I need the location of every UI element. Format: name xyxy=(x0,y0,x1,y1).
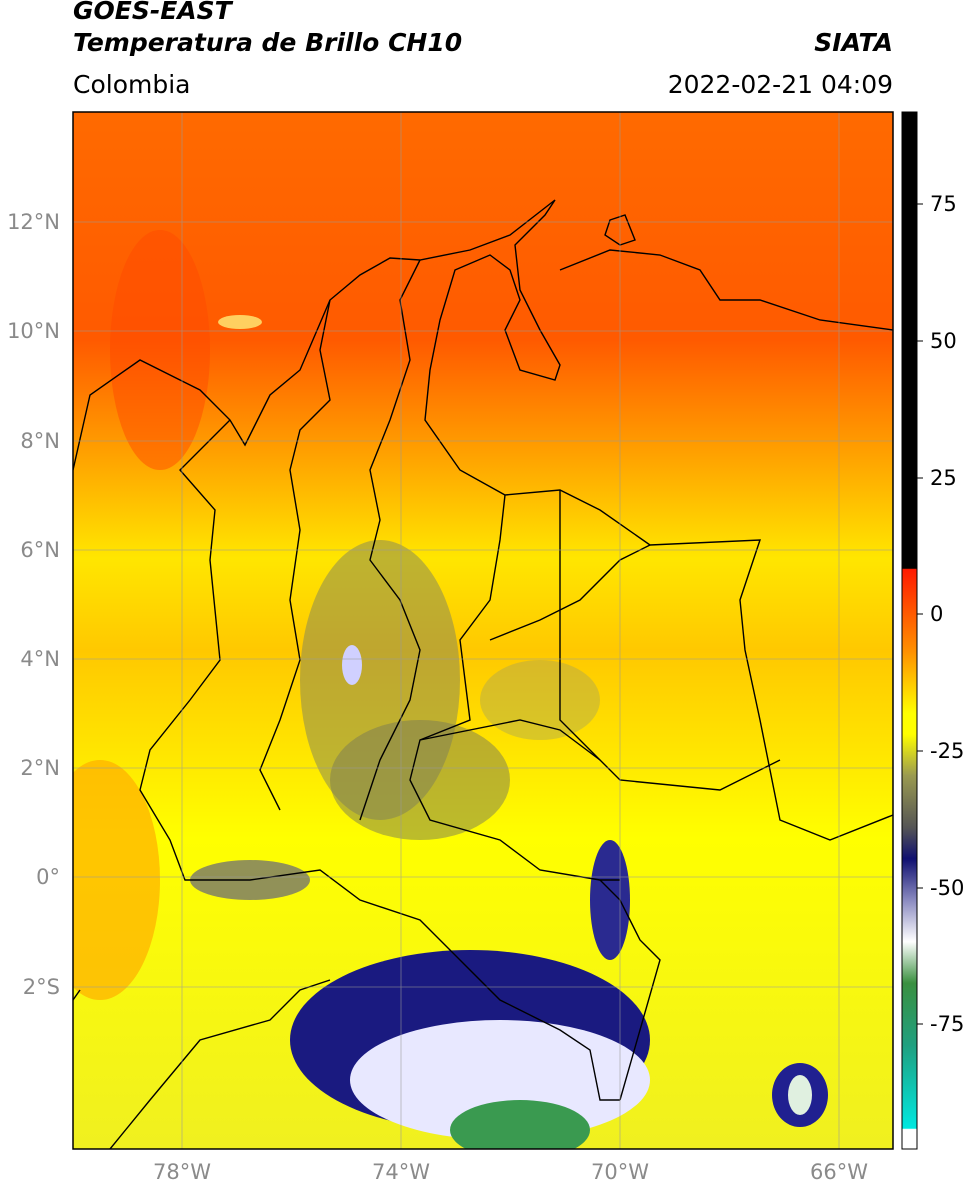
colorbar-label: 25 xyxy=(930,466,957,490)
title-line1: GOES-EAST xyxy=(73,0,232,25)
title-line2: Temperatura de Brillo CH10 xyxy=(73,28,463,57)
colorbar xyxy=(901,111,918,1150)
lon-label: 74°W xyxy=(372,1160,430,1184)
lat-label: 10°N xyxy=(7,319,60,343)
colorbar-label: -25 xyxy=(930,739,965,763)
colorbar-ticks xyxy=(917,203,923,1025)
lat-label: 6°N xyxy=(20,538,60,562)
map-frame xyxy=(72,111,894,1150)
borders xyxy=(73,199,893,1149)
colorbar-label: -50 xyxy=(930,876,965,900)
organization-label: SIATA xyxy=(814,28,893,57)
lat-label: 4°N xyxy=(20,647,60,671)
lon-label: 70°W xyxy=(591,1160,649,1184)
region-label: Colombia xyxy=(73,70,191,99)
lon-label: 78°W xyxy=(153,1160,211,1184)
lat-label: 8°N xyxy=(20,429,60,453)
colorbar-label: 50 xyxy=(930,329,957,353)
cloud-layer xyxy=(73,230,828,1149)
graticule xyxy=(73,112,893,1149)
datetime-label: 2022-02-21 04:09 xyxy=(667,70,893,99)
lat-label: 0° xyxy=(36,865,60,889)
lat-label: 2°S xyxy=(22,975,60,999)
lon-label: 66°W xyxy=(810,1160,868,1184)
colorbar-label: 75 xyxy=(930,192,957,216)
lat-label: 12°N xyxy=(7,210,60,234)
lat-label: 2°N xyxy=(20,756,60,780)
colorbar-label: 0 xyxy=(930,602,944,626)
colorbar-label: -75 xyxy=(930,1012,965,1036)
